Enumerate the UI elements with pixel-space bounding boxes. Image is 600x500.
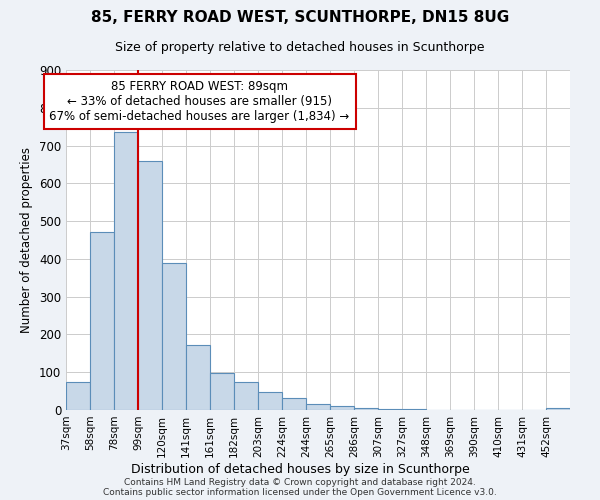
- Bar: [354, 408, 378, 410]
- Bar: [66, 382, 90, 410]
- Bar: [162, 262, 186, 410]
- Bar: [186, 345, 210, 410]
- Bar: [378, 409, 402, 410]
- Bar: [402, 409, 426, 410]
- Bar: [258, 392, 282, 410]
- Bar: [546, 408, 570, 410]
- Bar: [210, 374, 234, 410]
- Text: 85, FERRY ROAD WEST, SCUNTHORPE, DN15 8UG: 85, FERRY ROAD WEST, SCUNTHORPE, DN15 8U…: [91, 10, 509, 25]
- Bar: [282, 398, 306, 410]
- Y-axis label: Number of detached properties: Number of detached properties: [20, 147, 34, 333]
- Bar: [90, 232, 114, 410]
- Bar: [114, 132, 138, 410]
- Bar: [306, 404, 330, 410]
- Text: Contains HM Land Registry data © Crown copyright and database right 2024.
Contai: Contains HM Land Registry data © Crown c…: [103, 478, 497, 497]
- Text: Size of property relative to detached houses in Scunthorpe: Size of property relative to detached ho…: [115, 41, 485, 54]
- Text: Distribution of detached houses by size in Scunthorpe: Distribution of detached houses by size …: [131, 464, 469, 476]
- Text: 85 FERRY ROAD WEST: 89sqm
← 33% of detached houses are smaller (915)
67% of semi: 85 FERRY ROAD WEST: 89sqm ← 33% of detac…: [49, 80, 350, 123]
- Bar: [138, 160, 162, 410]
- Bar: [234, 382, 258, 410]
- Bar: [330, 406, 354, 410]
